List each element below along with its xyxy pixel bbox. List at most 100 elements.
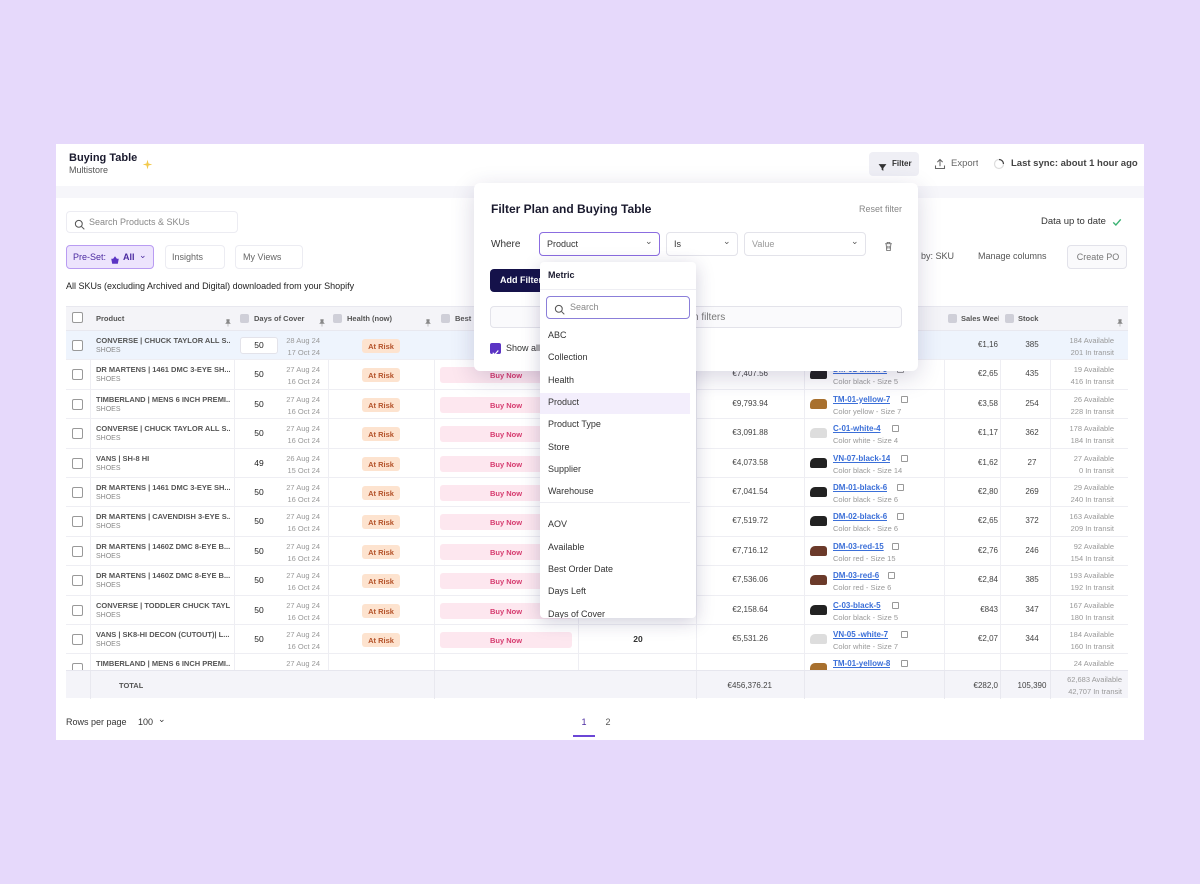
variant-label: Color white - Size 4 bbox=[833, 436, 899, 446]
row-checkbox[interactable] bbox=[72, 487, 83, 498]
row-checkbox[interactable] bbox=[72, 545, 83, 557]
page-size-select[interactable]: 100 ⌄ bbox=[134, 712, 168, 732]
header-checkbox[interactable] bbox=[72, 312, 83, 323]
reorder-date: 16 Oct 24 bbox=[287, 612, 320, 622]
order-quantity: 20 bbox=[633, 634, 643, 644]
value-select-text: Value bbox=[752, 239, 775, 249]
buy-now-bar[interactable]: Buy Now bbox=[440, 543, 572, 560]
stockout-date: 27 Aug 24 bbox=[286, 630, 320, 639]
variant-label: Color yellow - Size 7 bbox=[833, 406, 902, 416]
days-of-cover: 50 bbox=[254, 634, 264, 644]
dropdown-option[interactable]: Supplier bbox=[540, 460, 690, 481]
buy-now-bar[interactable]: Buy Now bbox=[440, 485, 572, 501]
copy-icon[interactable] bbox=[901, 660, 909, 668]
buy-now-bar[interactable]: Buy Now bbox=[440, 602, 572, 619]
sku-link[interactable]: C-01-white-4 bbox=[833, 424, 881, 434]
dropdown-option[interactable]: Collection bbox=[540, 348, 690, 369]
transit-count: 154 In transit bbox=[1070, 553, 1114, 563]
health-label: At Risk bbox=[368, 342, 394, 351]
value-select[interactable]: Value ⌄ bbox=[744, 232, 866, 256]
add-filter-button[interactable]: Add Filter bbox=[490, 269, 552, 292]
dropdown-option[interactable]: ABC bbox=[540, 326, 690, 347]
preset-button[interactable]: Pre-Set: All ⌄ bbox=[66, 245, 154, 269]
filter-button[interactable]: Filter bbox=[869, 152, 919, 176]
row-checkbox[interactable] bbox=[72, 428, 83, 440]
header-bar bbox=[56, 144, 1144, 186]
copy-icon[interactable] bbox=[887, 572, 895, 580]
sku-link[interactable]: VN-05 -white-7 bbox=[833, 630, 889, 639]
transit-count: 160 In transit bbox=[1070, 642, 1114, 651]
dropdown-option[interactable]: Days of Cover bbox=[540, 605, 690, 618]
insights-label: Insights bbox=[172, 252, 204, 262]
sku-link[interactable]: VN-07-black-14 bbox=[833, 453, 891, 463]
buy-now-bar[interactable]: Buy Now bbox=[440, 396, 572, 413]
column-divider bbox=[434, 671, 435, 699]
sku-link[interactable]: DM-02-black-6 bbox=[833, 512, 888, 522]
dropdown-search[interactable]: Search bbox=[546, 296, 690, 319]
reorder-date: 16 Oct 24 bbox=[287, 553, 320, 563]
transit-count: 228 In transit bbox=[1070, 406, 1114, 416]
search-box[interactable]: Search Products & SKUs bbox=[66, 211, 238, 233]
copy-icon[interactable] bbox=[896, 513, 904, 521]
row-checkbox[interactable] bbox=[72, 604, 83, 616]
dropdown-option[interactable]: Best Order Date bbox=[540, 560, 690, 581]
copy-icon[interactable] bbox=[896, 484, 904, 491]
show-all-checkbox[interactable] bbox=[490, 343, 501, 356]
dropdown-option[interactable]: AOV bbox=[540, 515, 690, 536]
operator-select[interactable]: Is ⌄ bbox=[666, 232, 738, 256]
dropdown-option[interactable]: Available bbox=[540, 538, 690, 559]
buy-now-bar[interactable]: Buy Now bbox=[440, 573, 572, 590]
copy-icon[interactable] bbox=[901, 454, 909, 462]
page-number[interactable]: 2 bbox=[605, 717, 611, 727]
copy-icon[interactable] bbox=[901, 631, 909, 638]
row-checkbox[interactable] bbox=[72, 369, 83, 381]
dropdown-option[interactable]: Store bbox=[540, 438, 690, 459]
buy-now-bar[interactable]: Buy Now bbox=[440, 455, 572, 472]
table-row: TIMBERLAND | MENS 6 INCH PREMI... 27 Aug … bbox=[66, 654, 1128, 670]
buy-now-bar[interactable]: Buy Now bbox=[440, 367, 572, 384]
stock-count: 246 bbox=[1025, 545, 1039, 555]
dropdown-option[interactable]: Product Type bbox=[540, 415, 690, 436]
search-icon bbox=[74, 217, 85, 230]
buy-now-bar[interactable]: Buy Now bbox=[440, 426, 572, 443]
stockout-date: 27 Aug 24 bbox=[286, 659, 320, 669]
sku-link[interactable]: TM-01-yellow-7 bbox=[833, 394, 891, 404]
sku-link[interactable]: DM-01-black-6 bbox=[833, 483, 888, 492]
sku-link[interactable]: C-03-black-5 bbox=[833, 600, 881, 610]
row-checkbox[interactable] bbox=[72, 457, 83, 469]
buy-now-bar[interactable]: Buy Now bbox=[440, 514, 572, 531]
row-checkbox[interactable] bbox=[72, 340, 83, 351]
dropdown-option-label: Days Left bbox=[548, 586, 587, 597]
weekly-sales: €1,62 bbox=[977, 457, 998, 467]
create-po-button[interactable]: Create PO bbox=[1067, 245, 1127, 269]
available-count: 19 Available bbox=[1073, 365, 1114, 375]
field-select[interactable]: Product ⌄ bbox=[539, 232, 660, 256]
sku-link[interactable]: DM-03-red-15 bbox=[833, 541, 884, 551]
row-checkbox[interactable] bbox=[72, 516, 83, 528]
page-number[interactable]: 1 bbox=[581, 717, 587, 727]
stock-count: 269 bbox=[1025, 487, 1039, 496]
dropdown-option[interactable]: Days Left bbox=[540, 582, 690, 603]
sku-link[interactable]: TM-01-yellow-8 bbox=[833, 659, 891, 669]
views-button[interactable]: My Views bbox=[235, 245, 303, 269]
total-available: 62,683 Available bbox=[1067, 675, 1122, 684]
insights-button[interactable]: Insights bbox=[165, 245, 225, 269]
row-checkbox[interactable] bbox=[72, 398, 83, 410]
copy-icon[interactable] bbox=[892, 601, 900, 609]
copy-icon[interactable] bbox=[901, 395, 909, 403]
copy-icon[interactable] bbox=[892, 425, 900, 433]
stockout-date: 27 Aug 24 bbox=[286, 365, 320, 375]
row-checkbox[interactable] bbox=[72, 663, 83, 670]
product-image bbox=[810, 604, 827, 615]
sku-link[interactable]: DM-03-red-6 bbox=[833, 571, 880, 581]
product-name: DR MARTENS | 1461 DMC 3-EYE SH... bbox=[96, 365, 230, 375]
dropdown-option[interactable]: Health bbox=[540, 371, 690, 392]
dropdown-option[interactable]: Product bbox=[540, 392, 690, 414]
buy-now-bar[interactable]: Buy Now bbox=[440, 632, 572, 648]
row-checkbox[interactable] bbox=[72, 575, 83, 587]
row-checkbox[interactable] bbox=[72, 634, 83, 645]
reset-filter[interactable]: Reset filter bbox=[858, 204, 902, 214]
dropdown-option[interactable]: Warehouse bbox=[540, 482, 690, 503]
product-category: SHOES bbox=[96, 523, 121, 531]
copy-icon[interactable] bbox=[892, 542, 900, 550]
